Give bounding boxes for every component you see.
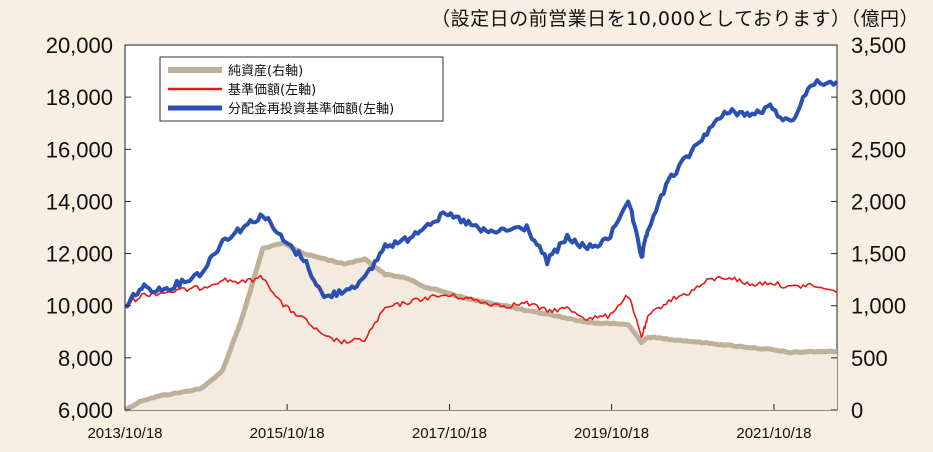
right-tick-label: 3,500 <box>851 33 906 58</box>
right-tick-label: 2,500 <box>851 137 906 162</box>
right-tick-label: 2,000 <box>851 189 906 214</box>
net-assets-area <box>125 242 837 410</box>
left-tick-label: 12,000 <box>46 242 113 267</box>
legend-label: 分配金再投資基準価額(左軸) <box>228 101 394 117</box>
series-layer <box>123 78 839 413</box>
x-tick-label: 2017/10/18 <box>412 425 487 442</box>
left-tick-label: 8,000 <box>58 346 113 371</box>
net-assets-fill <box>125 242 837 410</box>
left-axis: 6,000 8,000 10,000 12,000 14,000 16,000 18,000… <box>46 33 131 423</box>
left-tick-label: 10,000 <box>46 294 113 319</box>
right-tick-label: 1,000 <box>851 294 906 319</box>
left-tick-label: 18,000 <box>46 85 113 110</box>
legend-label: 基準価額(左軸) <box>228 82 316 98</box>
right-tick-label: 1,500 <box>851 242 906 267</box>
left-tick-label: 20,000 <box>46 33 113 58</box>
left-tick-label: 16,000 <box>46 137 113 162</box>
right-tick-label: 500 <box>851 346 888 371</box>
right-tick-label: 0 <box>851 398 863 423</box>
series-line-2 <box>124 274 838 345</box>
x-tick-label: 2015/10/18 <box>250 425 325 442</box>
right-tick-label: 3,000 <box>851 85 906 110</box>
x-axis: 2013/10/18 2015/10/18 2017/10/18 2019/10/18… <box>87 404 811 442</box>
unit-note: （設定日の前営業日を10,000としております）（億円） <box>431 8 919 30</box>
x-tick-label: 2021/10/18 <box>736 425 811 442</box>
legend: 純資産(右軸) 基準価額(左軸) 分配金再投資基準価額(左軸) <box>159 56 444 122</box>
x-tick-label: 2013/10/18 <box>87 425 162 442</box>
legend-label: 純資産(右軸) <box>228 63 303 79</box>
right-axis: 0 500 1,000 1,500 2,000 2,500 3,000 3,500 <box>831 33 906 423</box>
left-tick-label: 6,000 <box>58 398 113 423</box>
x-tick-label: 2019/10/18 <box>574 425 649 442</box>
left-tick-label: 14,000 <box>46 189 113 214</box>
series-line-3 <box>124 78 839 309</box>
